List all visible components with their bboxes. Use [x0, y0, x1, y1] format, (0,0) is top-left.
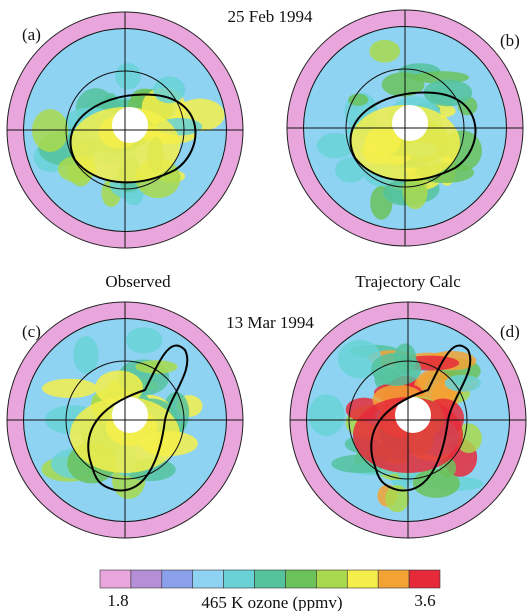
- colorbar-swatch: [347, 570, 378, 588]
- colorbar-swatch: [100, 570, 131, 588]
- pole: [112, 107, 148, 143]
- panel-label: (a): [22, 25, 41, 44]
- map-patch: [369, 40, 400, 63]
- caption: Observed: [105, 272, 171, 291]
- colorbar-swatch: [131, 570, 162, 588]
- polar-map: [290, 302, 526, 538]
- panel-label: (d): [500, 322, 520, 341]
- map-patch: [115, 63, 141, 89]
- colorbar-max: 3.6: [414, 591, 435, 610]
- figure: 25 Feb 1994 13 Mar 1994 (a) (b) (c) (d) …: [0, 0, 528, 611]
- colorbar: [100, 570, 440, 588]
- colorbar-min: 1.8: [107, 591, 128, 610]
- map-patch: [125, 191, 143, 206]
- colorbar-swatch: [285, 570, 316, 588]
- date: 13 Mar 1994: [226, 313, 314, 332]
- colorbar-swatch: [255, 570, 286, 588]
- map-patch: [126, 327, 163, 353]
- map-patch: [32, 109, 68, 152]
- panel-label: (b): [500, 31, 520, 50]
- pole: [392, 105, 428, 141]
- map-patch: [308, 394, 344, 436]
- colorbar-swatch: [193, 570, 224, 588]
- colorbar-swatch: [162, 570, 193, 588]
- caption: Trajectory Calc: [355, 272, 461, 291]
- polar-map: [7, 302, 243, 538]
- polar-map: [287, 10, 523, 246]
- map-patch: [42, 379, 97, 398]
- colorbar-swatch: [316, 570, 347, 588]
- colorbar-swatch: [378, 570, 409, 588]
- date: 25 Feb 1994: [228, 7, 314, 26]
- colorbar-label: 465 K ozone (ppmv): [201, 593, 342, 611]
- colorbar-swatch: [409, 570, 440, 588]
- panel-label: (c): [22, 322, 41, 341]
- map-patch: [73, 336, 98, 374]
- colorbar-swatch: [224, 570, 255, 588]
- polar-map: [7, 12, 243, 248]
